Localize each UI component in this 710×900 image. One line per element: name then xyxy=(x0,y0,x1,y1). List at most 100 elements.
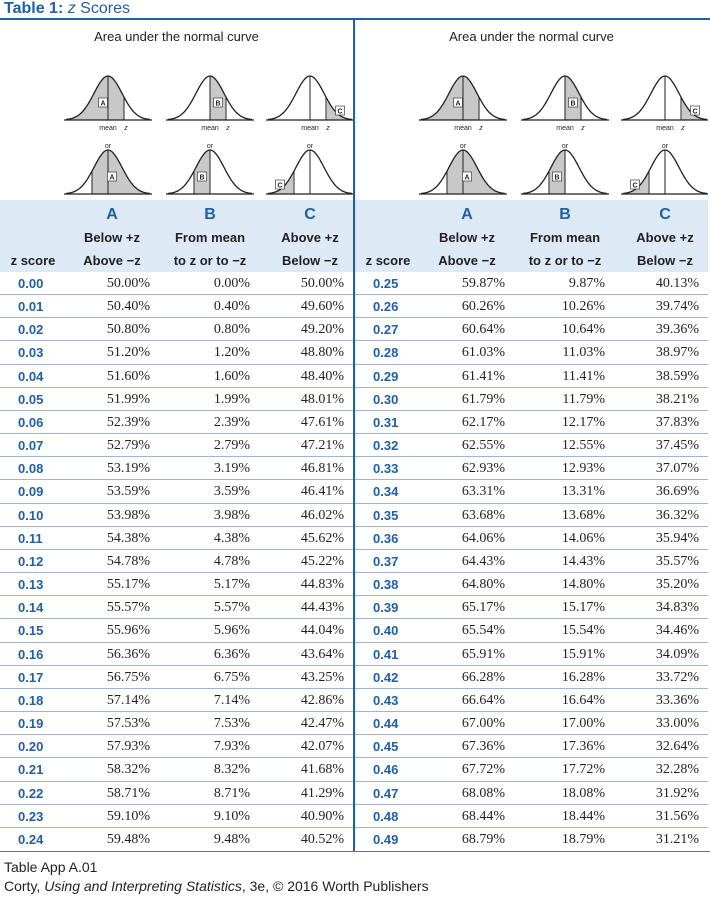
mean-label: mean xyxy=(101,199,119,200)
curve-legend-left: Area under the normal curve AmeanzorA-zm… xyxy=(0,20,353,200)
region-label: C xyxy=(277,183,282,190)
region-label-box xyxy=(335,105,345,116)
z-score-cell: 0.10 xyxy=(18,507,44,523)
z-score-cell: 0.04 xyxy=(18,368,44,384)
col-c-line1: Above +z xyxy=(281,230,339,245)
table-row: 0.12 54.78% 4.78% 45.22% xyxy=(0,550,353,574)
mean-label: mean xyxy=(201,125,219,132)
table-row: 0.44 67.00% 17.00% 33.00% xyxy=(355,712,708,736)
mean-label: mean xyxy=(658,199,676,200)
z-score-cell: 0.08 xyxy=(18,461,44,477)
mean-to-z-cell: 10.64% xyxy=(561,322,605,338)
z-score-cell: 0.23 xyxy=(18,808,44,824)
region-label: B xyxy=(199,175,204,182)
table-row: 0.48 68.44% 18.44% 31.56% xyxy=(355,805,708,828)
mean-to-z-cell: 1.60% xyxy=(213,368,250,384)
below-pos-z-cell: 67.00% xyxy=(461,716,505,732)
table-row: 0.11 54.38% 4.38% 45.62% xyxy=(0,527,353,550)
below-pos-z-cell: 62.17% xyxy=(461,414,505,430)
table-row: 0.03 51.20% 1.20% 48.80% xyxy=(0,341,353,365)
above-pos-z-cell: 31.21% xyxy=(655,831,699,847)
table-row: 0.07 52.79% 2.79% 47.21% xyxy=(0,434,353,458)
mean-to-z-cell: 18.08% xyxy=(561,785,605,801)
above-pos-z-cell: 45.22% xyxy=(300,553,344,569)
above-pos-z-cell: 49.20% xyxy=(300,322,344,338)
mean-to-z-cell: 1.20% xyxy=(213,345,250,361)
below-pos-z-cell: 62.93% xyxy=(461,461,505,477)
bottom-rule xyxy=(0,851,710,852)
table-row: 0.13 55.17% 5.17% 44.83% xyxy=(0,573,353,597)
mean-label: mean xyxy=(656,125,674,132)
region-label: C xyxy=(632,183,637,190)
z-score-cell: 0.02 xyxy=(18,322,44,338)
table-row: 0.00 50.00% 0.00% 50.00% xyxy=(0,272,353,296)
z-label: z xyxy=(478,125,483,132)
z-score-cell: 0.45 xyxy=(373,739,399,755)
table-row: 0.16 56.36% 6.36% 43.64% xyxy=(0,643,353,666)
z-score-cell: 0.13 xyxy=(18,577,44,593)
z-label: z xyxy=(580,125,585,132)
table-row: 0.02 50.80% 0.80% 49.20% xyxy=(0,318,353,342)
z-score-cell: 0.11 xyxy=(18,530,43,546)
table-row: 0.10 53.98% 3.98% 46.02% xyxy=(0,504,353,527)
mean-to-z-cell: 9.87% xyxy=(568,276,605,291)
table-title: Table 1: z Scores xyxy=(4,0,130,20)
below-pos-z-cell: 51.20% xyxy=(106,345,150,361)
mean-to-z-cell: 1.99% xyxy=(213,391,250,407)
z-score-cell: 0.41 xyxy=(373,646,399,662)
below-pos-z-cell: 50.40% xyxy=(106,299,150,315)
mean-to-z-cell: 9.48% xyxy=(213,831,250,847)
mean-to-z-cell: 9.10% xyxy=(213,808,250,824)
below-pos-z-cell: 56.36% xyxy=(106,646,150,662)
below-pos-z-cell: 53.98% xyxy=(106,507,150,523)
z-score-cell: 0.06 xyxy=(18,414,44,430)
mean-to-z-cell: 13.68% xyxy=(561,507,605,523)
mean-to-z-cell: 17.36% xyxy=(561,739,605,755)
z-label: z xyxy=(680,125,685,132)
z-score-cell: 0.01 xyxy=(18,299,44,315)
table-row: 0.41 65.91% 15.91% 34.09% xyxy=(355,643,708,666)
above-pos-z-cell: 39.74% xyxy=(655,299,699,315)
table-row: 0.27 60.64% 10.64% 39.36% xyxy=(355,318,708,342)
below-pos-z-cell: 68.79% xyxy=(461,831,505,847)
above-pos-z-cell: 39.36% xyxy=(655,322,699,338)
mean-to-z-cell: 11.03% xyxy=(562,345,605,361)
below-pos-z-cell: 63.68% xyxy=(461,507,505,523)
mean-to-z-cell: 2.39% xyxy=(213,414,250,430)
mean-to-z-cell: 6.75% xyxy=(213,669,250,685)
above-pos-z-cell: 36.32% xyxy=(655,507,699,523)
above-pos-z-cell: 44.04% xyxy=(300,623,344,639)
mean-to-z-cell: 14.80% xyxy=(561,577,605,593)
mean-to-z-cell: 18.79% xyxy=(561,831,605,847)
z-score-cell: 0.44 xyxy=(373,716,399,732)
below-pos-z-cell: 55.57% xyxy=(106,600,150,616)
above-pos-z-cell: 48.80% xyxy=(300,345,344,361)
below-pos-z-cell: 68.08% xyxy=(461,785,505,801)
mean-to-z-cell: 11.41% xyxy=(562,368,605,384)
z-score-cell: 0.05 xyxy=(18,391,44,407)
above-pos-z-cell: 50.00% xyxy=(300,276,344,291)
above-pos-z-cell: 34.46% xyxy=(655,623,699,639)
above-pos-z-cell: 31.92% xyxy=(655,785,699,801)
table-row: 0.36 64.06% 14.06% 35.94% xyxy=(355,527,708,550)
table-id: Table App A.01 xyxy=(4,859,98,875)
above-pos-z-cell: 47.61% xyxy=(300,414,344,430)
or-label: or xyxy=(307,143,314,150)
below-pos-z-cell: 67.72% xyxy=(461,762,505,778)
or-label: or xyxy=(460,143,467,150)
table-row: 0.37 64.43% 14.43% 35.57% xyxy=(355,550,708,574)
mean-to-z-cell: 4.38% xyxy=(213,530,250,546)
region-label: A xyxy=(100,101,105,108)
shaded-area xyxy=(447,150,505,194)
below-pos-z-cell: 50.80% xyxy=(106,322,150,338)
below-pos-z-cell: 67.36% xyxy=(461,739,505,755)
or-label: or xyxy=(207,143,214,150)
above-pos-z-cell: 43.25% xyxy=(300,669,344,685)
table-row: 0.04 51.60% 1.60% 48.40% xyxy=(0,365,353,388)
mean-to-z-cell: 15.17% xyxy=(561,600,605,616)
above-pos-z-cell: 42.47% xyxy=(300,716,344,732)
above-pos-z-cell: 38.21% xyxy=(655,391,699,407)
region-label-box xyxy=(630,179,640,190)
above-pos-z-cell: 42.86% xyxy=(300,692,344,708)
mean-to-z-cell: 12.55% xyxy=(561,438,605,454)
